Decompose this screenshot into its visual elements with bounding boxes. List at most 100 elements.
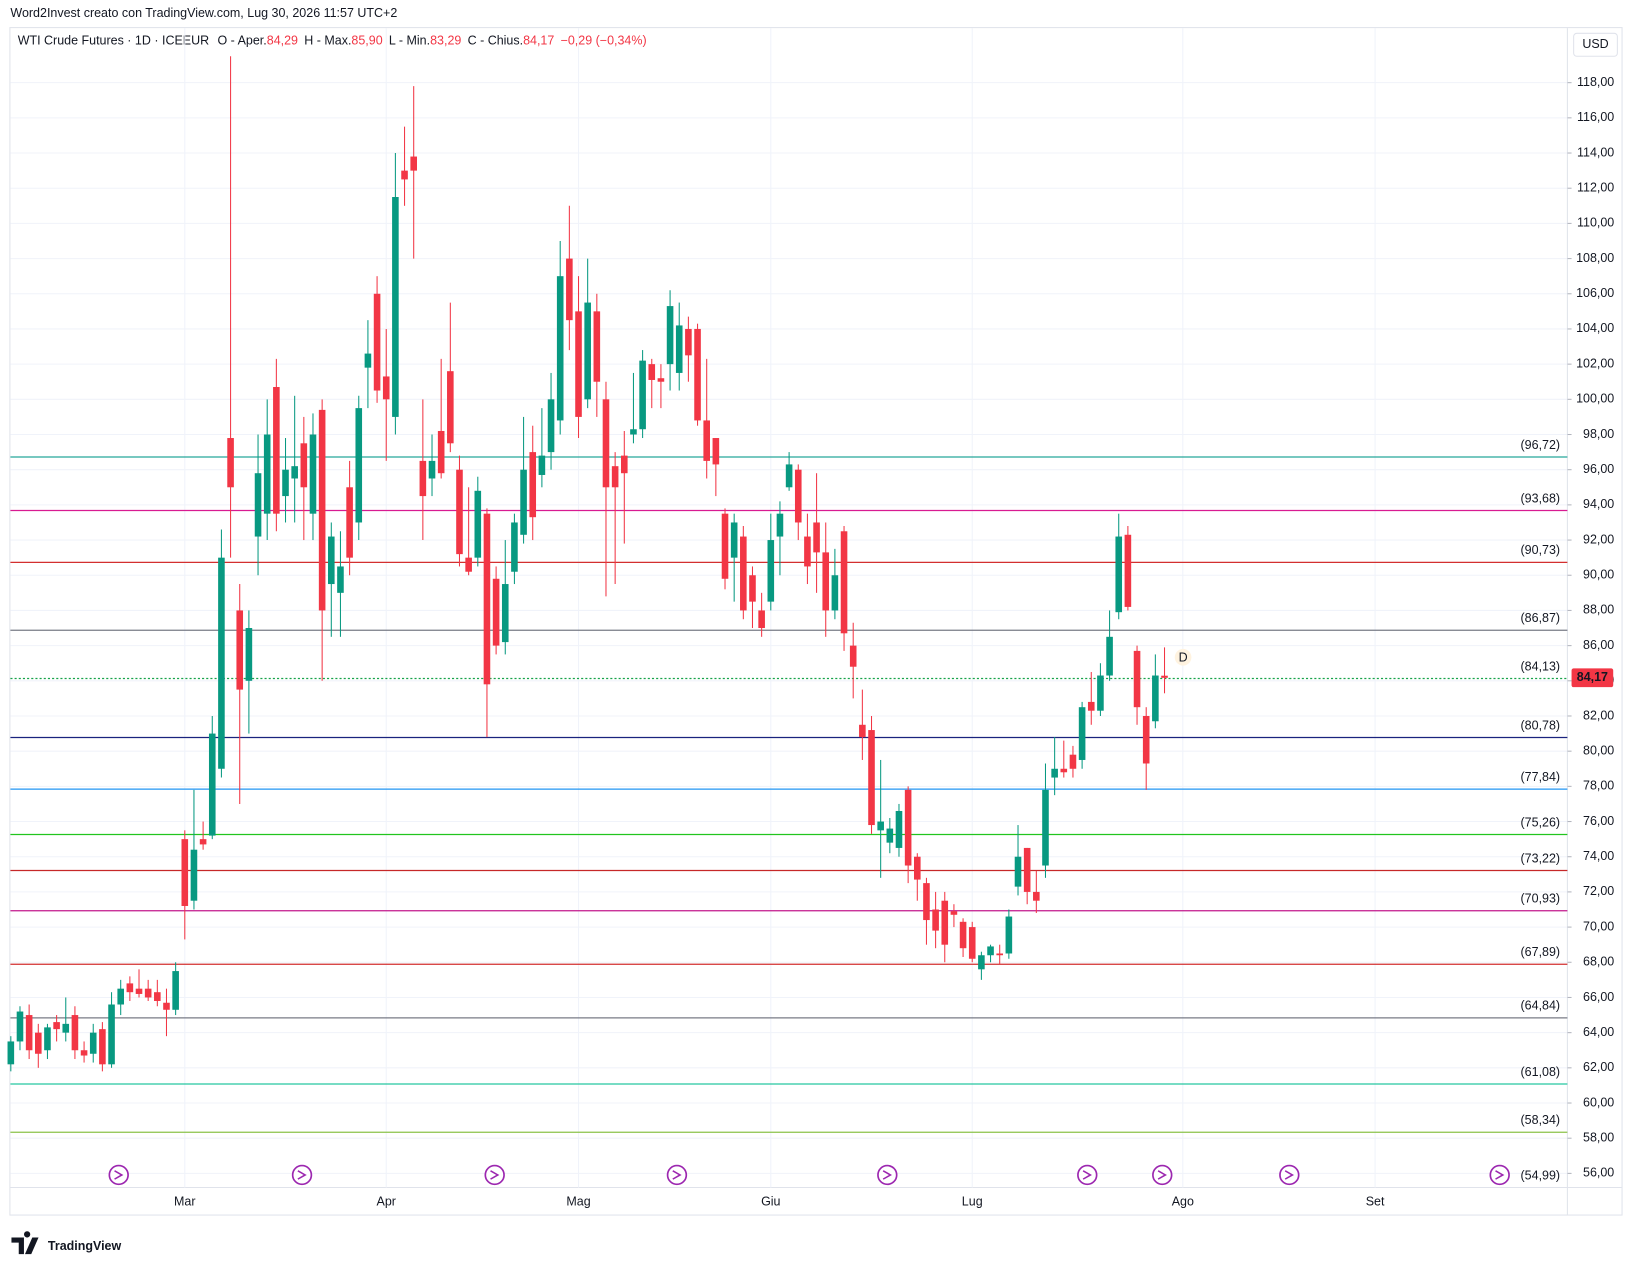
candle-body: [53, 1022, 60, 1030]
candle-body: [282, 469, 289, 497]
candle-body: [337, 566, 344, 593]
y-tick-label: 102,00: [1576, 356, 1614, 370]
event-arrow: [490, 1170, 500, 1180]
y-tick-label: 64,00: [1583, 1025, 1614, 1039]
candle-body: [346, 487, 353, 558]
candle-body: [227, 438, 234, 488]
candle-body: [639, 360, 646, 430]
candle-body: [392, 197, 399, 417]
currency-button[interactable]: [1573, 32, 1618, 57]
level-label: (73,22): [1521, 851, 1561, 865]
candle-body: [1087, 701, 1095, 711]
candle-body: [904, 789, 912, 866]
event-icon: [1152, 1164, 1173, 1186]
last-price-tag: [1571, 668, 1614, 688]
candle-body: [556, 276, 564, 421]
candle-body: [25, 1015, 33, 1051]
candle-body: [950, 911, 958, 915]
level-label: (64,84): [1521, 999, 1561, 1013]
y-tick-label: 74,00: [1583, 849, 1614, 863]
candle-body: [437, 430, 445, 474]
candle-body: [364, 353, 372, 368]
level-label: (93,68): [1521, 491, 1561, 505]
candle-body: [712, 438, 720, 465]
candle-body: [730, 522, 738, 558]
logo-icon: [11, 1231, 39, 1255]
candle-body: [1042, 789, 1049, 866]
event-arrow: [672, 1170, 682, 1180]
marker-icon: [1174, 648, 1192, 666]
y-tick-label: 86,00: [1583, 638, 1614, 652]
candle-body: [7, 1041, 15, 1065]
candle-body: [163, 1002, 170, 1010]
candle-body: [309, 434, 317, 514]
candle-body: [840, 531, 848, 634]
open-label: O - Aper.: [217, 34, 266, 48]
candle-body: [987, 946, 994, 956]
candle-body: [831, 575, 839, 611]
candle-body: [1078, 707, 1086, 760]
event-icon: [108, 1164, 129, 1186]
candle-body: [611, 466, 619, 488]
candle-body: [1033, 891, 1040, 901]
candle-body: [657, 378, 665, 382]
currency[interactable]: USD: [1582, 37, 1608, 51]
candle-body: [849, 645, 857, 667]
candle-body: [154, 992, 161, 1001]
candle-body: [776, 513, 784, 537]
x-tick-label: Giu: [761, 1194, 780, 1208]
candle-body: [602, 399, 610, 488]
close-label: C - Chius.: [468, 34, 523, 48]
high-label: H - Max.: [304, 34, 351, 48]
candle-body: [813, 522, 820, 553]
low-label: L - Min.: [389, 34, 430, 48]
event-icon: [1077, 1164, 1098, 1186]
event-arrow: [1495, 1170, 1505, 1180]
candle-body: [492, 578, 500, 646]
symbol: WTI Crude Futures · 1D · ICEEUR: [18, 34, 209, 48]
candle-body: [401, 170, 408, 180]
candle-body: [584, 302, 591, 400]
level-label: (67,89): [1521, 945, 1561, 959]
event-arrow: [114, 1170, 124, 1180]
level-label: (61,08): [1521, 1065, 1561, 1079]
candle-body: [1124, 534, 1132, 607]
level-label: (75,26): [1521, 815, 1561, 829]
event-arrow: [1157, 1170, 1167, 1180]
candle-body: [144, 988, 152, 998]
candle-body: [785, 464, 793, 488]
candle-body: [1023, 847, 1031, 892]
candle-body: [236, 610, 244, 690]
high-value: 85,90: [351, 34, 382, 48]
candle-body: [877, 821, 884, 831]
candle-body: [410, 156, 417, 171]
candle-body: [822, 552, 830, 611]
candle-body: [291, 466, 298, 479]
candle-body: [1133, 650, 1141, 708]
event-icon: [291, 1164, 313, 1186]
y-tick-label: 66,00: [1583, 990, 1614, 1004]
level-label: (77,84): [1521, 770, 1561, 784]
candle-body: [666, 306, 674, 365]
level-label: (54,99): [1521, 1168, 1561, 1182]
logo: TradingView: [11, 1231, 121, 1255]
candle-body: [218, 557, 225, 769]
event-arrow: [1284, 1170, 1295, 1180]
candle-body: [721, 513, 729, 579]
event-icon: [1489, 1164, 1510, 1186]
candle-body: [996, 953, 1003, 956]
event-icon: [484, 1164, 505, 1186]
x-tick-label: Mar: [174, 1194, 196, 1208]
candle-body: [923, 883, 930, 921]
candle-body: [520, 469, 527, 535]
x-tick-label: Apr: [377, 1194, 396, 1208]
candle-body: [859, 724, 866, 738]
candle-body: [419, 460, 427, 497]
candle-body: [675, 325, 683, 373]
level-label: (96,72): [1521, 438, 1561, 452]
event-icon: [666, 1164, 688, 1186]
candle-body: [575, 311, 582, 417]
candle-body: [620, 455, 628, 474]
candle-body: [758, 610, 765, 629]
